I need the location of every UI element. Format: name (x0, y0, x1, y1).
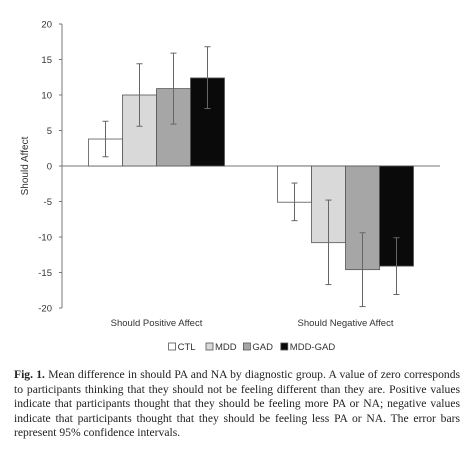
y-tick-label: 10 (41, 91, 52, 102)
caption-label: Fig. 1. (14, 368, 45, 381)
y-tick-label: 5 (47, 126, 52, 137)
y-tick-label: -10 (38, 233, 52, 244)
legend-swatch-gad (242, 342, 251, 351)
y-tick-label: -5 (44, 197, 52, 208)
legend-label-ctl: CTL (178, 342, 196, 353)
legend-label-gad: GAD (252, 342, 273, 353)
legend-swatch-ctl (168, 342, 177, 351)
bar-chart: 20 15 10 5 0 -5 -10 -15 -20 Should Affect Should P… (20, 20, 440, 353)
legend-label-mdd-gad: MDD-GAD (290, 342, 336, 353)
legend-swatch-mdd (205, 342, 214, 351)
y-tick-label: -15 (38, 268, 52, 279)
figure-caption: Fig. 1. Mean difference in should PA and… (14, 368, 460, 441)
y-tick-label: 20 (41, 20, 52, 31)
legend-label-mdd: MDD (215, 342, 237, 353)
category-label: Should Negative Affect (298, 318, 394, 329)
y-tick-label: -20 (38, 304, 52, 315)
category-label: Should Positive Affect (111, 318, 203, 329)
bar-mdd-gad-positive (190, 77, 225, 167)
y-tick-label: 15 (41, 55, 52, 66)
caption-text: Mean difference in should PA and NA by d… (14, 368, 461, 439)
y-axis-title: Should Affect (20, 136, 31, 195)
legend-swatch-mdd-gad (280, 342, 289, 351)
y-tick-label: 0 (47, 162, 52, 173)
